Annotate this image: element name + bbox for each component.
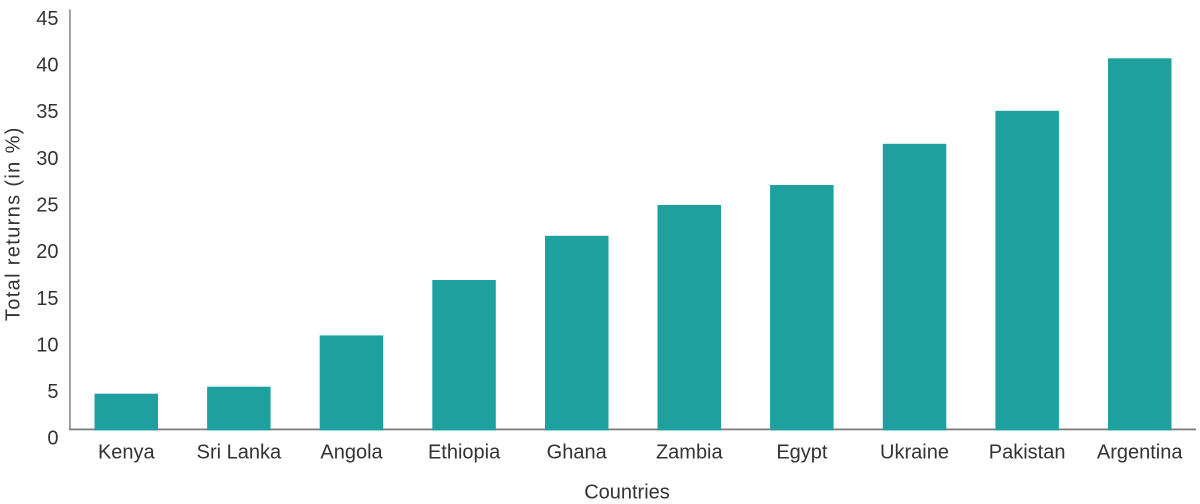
svg-text:20: 20 (36, 241, 58, 263)
svg-text:15: 15 (36, 288, 58, 310)
svg-text:Total returns (in %): Total returns (in %) (3, 126, 25, 321)
svg-text:Angola: Angola (320, 442, 383, 464)
svg-text:Kenya: Kenya (98, 442, 156, 464)
svg-text:Ghana: Ghana (547, 442, 608, 464)
svg-text:30: 30 (36, 148, 58, 170)
svg-text:45: 45 (36, 8, 58, 30)
svg-text:10: 10 (36, 334, 58, 356)
svg-text:40: 40 (36, 55, 58, 77)
svg-text:Sri Lanka: Sri Lanka (197, 442, 282, 464)
svg-text:25: 25 (36, 195, 58, 217)
svg-text:5: 5 (47, 381, 58, 403)
svg-text:Pakistan: Pakistan (989, 442, 1066, 464)
svg-text:Egypt: Egypt (776, 442, 828, 464)
svg-text:0: 0 (47, 428, 58, 450)
svg-text:Zambia: Zambia (656, 442, 724, 464)
svg-text:35: 35 (36, 101, 58, 123)
svg-text:Ethiopia: Ethiopia (428, 442, 501, 464)
svg-text:Countries: Countries (584, 481, 670, 503)
svg-text:Argentina: Argentina (1097, 442, 1183, 464)
svg-text:Ukraine: Ukraine (880, 442, 949, 464)
